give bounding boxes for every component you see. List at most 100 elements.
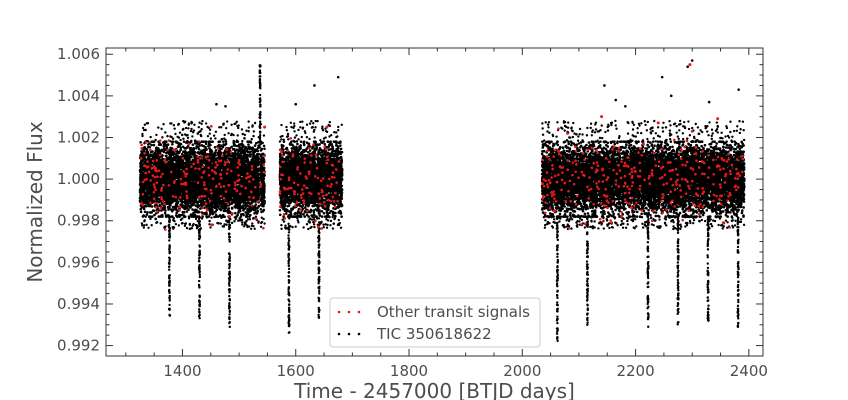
tic-point (217, 192, 221, 195)
tic-point (219, 164, 223, 167)
tic-point (198, 199, 202, 203)
tic-point (146, 143, 150, 146)
tic-point (234, 211, 237, 215)
tic-point (167, 214, 171, 217)
tic-point (234, 162, 238, 165)
tic-point (241, 206, 245, 210)
tic-point (251, 149, 254, 153)
tic-point (242, 213, 245, 217)
tic-point (255, 159, 259, 163)
tic-point (222, 140, 225, 143)
tic-point (214, 151, 217, 155)
tic-point (199, 207, 202, 210)
tic-point (166, 202, 169, 206)
tic-point (233, 154, 237, 158)
tic-point (139, 141, 142, 144)
tic-point (157, 147, 160, 151)
tic-point (248, 150, 252, 154)
tic-point (158, 142, 161, 145)
tic-point (158, 203, 162, 207)
tic-point (227, 207, 231, 210)
tic-point (186, 177, 190, 180)
tic-point (238, 195, 242, 198)
tic-point (182, 150, 185, 154)
tic-point (183, 207, 187, 211)
tic-point (230, 206, 234, 210)
tic-point (243, 150, 247, 154)
tic-point (183, 205, 186, 208)
tic-point (140, 187, 144, 191)
tic-point (138, 190, 142, 194)
tic-point (197, 148, 201, 151)
tic-point (171, 142, 174, 146)
tic-point (198, 210, 201, 214)
tic-point (142, 207, 146, 211)
tic-point (165, 154, 168, 158)
tic-point (160, 214, 163, 217)
tic-point (150, 205, 154, 208)
tic-point (207, 204, 211, 208)
tic-point (152, 143, 156, 147)
tic-point (221, 201, 225, 204)
tic-point (196, 151, 199, 155)
tic-point (183, 211, 186, 214)
tic-point (160, 148, 164, 152)
tic-point (253, 144, 257, 147)
tic-point (227, 209, 231, 213)
tic-point (209, 153, 212, 156)
tic-point (239, 213, 243, 216)
tic-point (150, 211, 153, 214)
tic-point (249, 140, 252, 143)
tic-point (139, 210, 143, 214)
tic-point (171, 205, 175, 209)
tic-point (162, 150, 166, 154)
tic-point (190, 148, 193, 151)
tic-point (246, 150, 250, 154)
tic-point (257, 205, 260, 208)
tic-point (167, 197, 170, 201)
tic-point (145, 148, 149, 152)
tic-point (251, 146, 255, 149)
tic-point (215, 208, 219, 212)
tic-point (176, 172, 180, 176)
tic-point (214, 148, 218, 152)
tic-point (254, 203, 258, 206)
tic-point (185, 151, 189, 155)
tic-point (205, 140, 208, 143)
tic-point (242, 154, 245, 157)
tic-point (248, 213, 252, 217)
tic-point (175, 215, 179, 218)
tic-point (143, 210, 147, 214)
data-points (138, 59, 746, 343)
tic-point (141, 154, 144, 158)
tic-point (209, 202, 213, 205)
tic-point (192, 146, 196, 150)
tic-point (209, 143, 212, 147)
tic-point (175, 140, 178, 143)
tic-point (173, 155, 177, 159)
tic-point (177, 151, 181, 154)
tic-point (165, 151, 168, 155)
tic-point (244, 211, 247, 214)
tic-point (249, 154, 252, 157)
tic-point (195, 191, 199, 194)
tic-point (242, 144, 245, 147)
tic-point (223, 143, 227, 147)
tic-point (160, 209, 163, 212)
tic-point (164, 140, 168, 143)
tic-point (253, 208, 257, 212)
tic-point (246, 147, 249, 151)
tic-point (213, 145, 217, 149)
tic-point (157, 200, 160, 204)
tic-point (223, 204, 226, 207)
tic-point (252, 152, 255, 156)
tic-point (213, 203, 217, 207)
tic-point (191, 208, 194, 211)
tic-point (175, 211, 178, 215)
tic-point (140, 159, 144, 163)
tic-point (179, 148, 183, 152)
tic-point (210, 140, 214, 143)
tic-point (182, 140, 186, 143)
tic-point (171, 140, 175, 143)
